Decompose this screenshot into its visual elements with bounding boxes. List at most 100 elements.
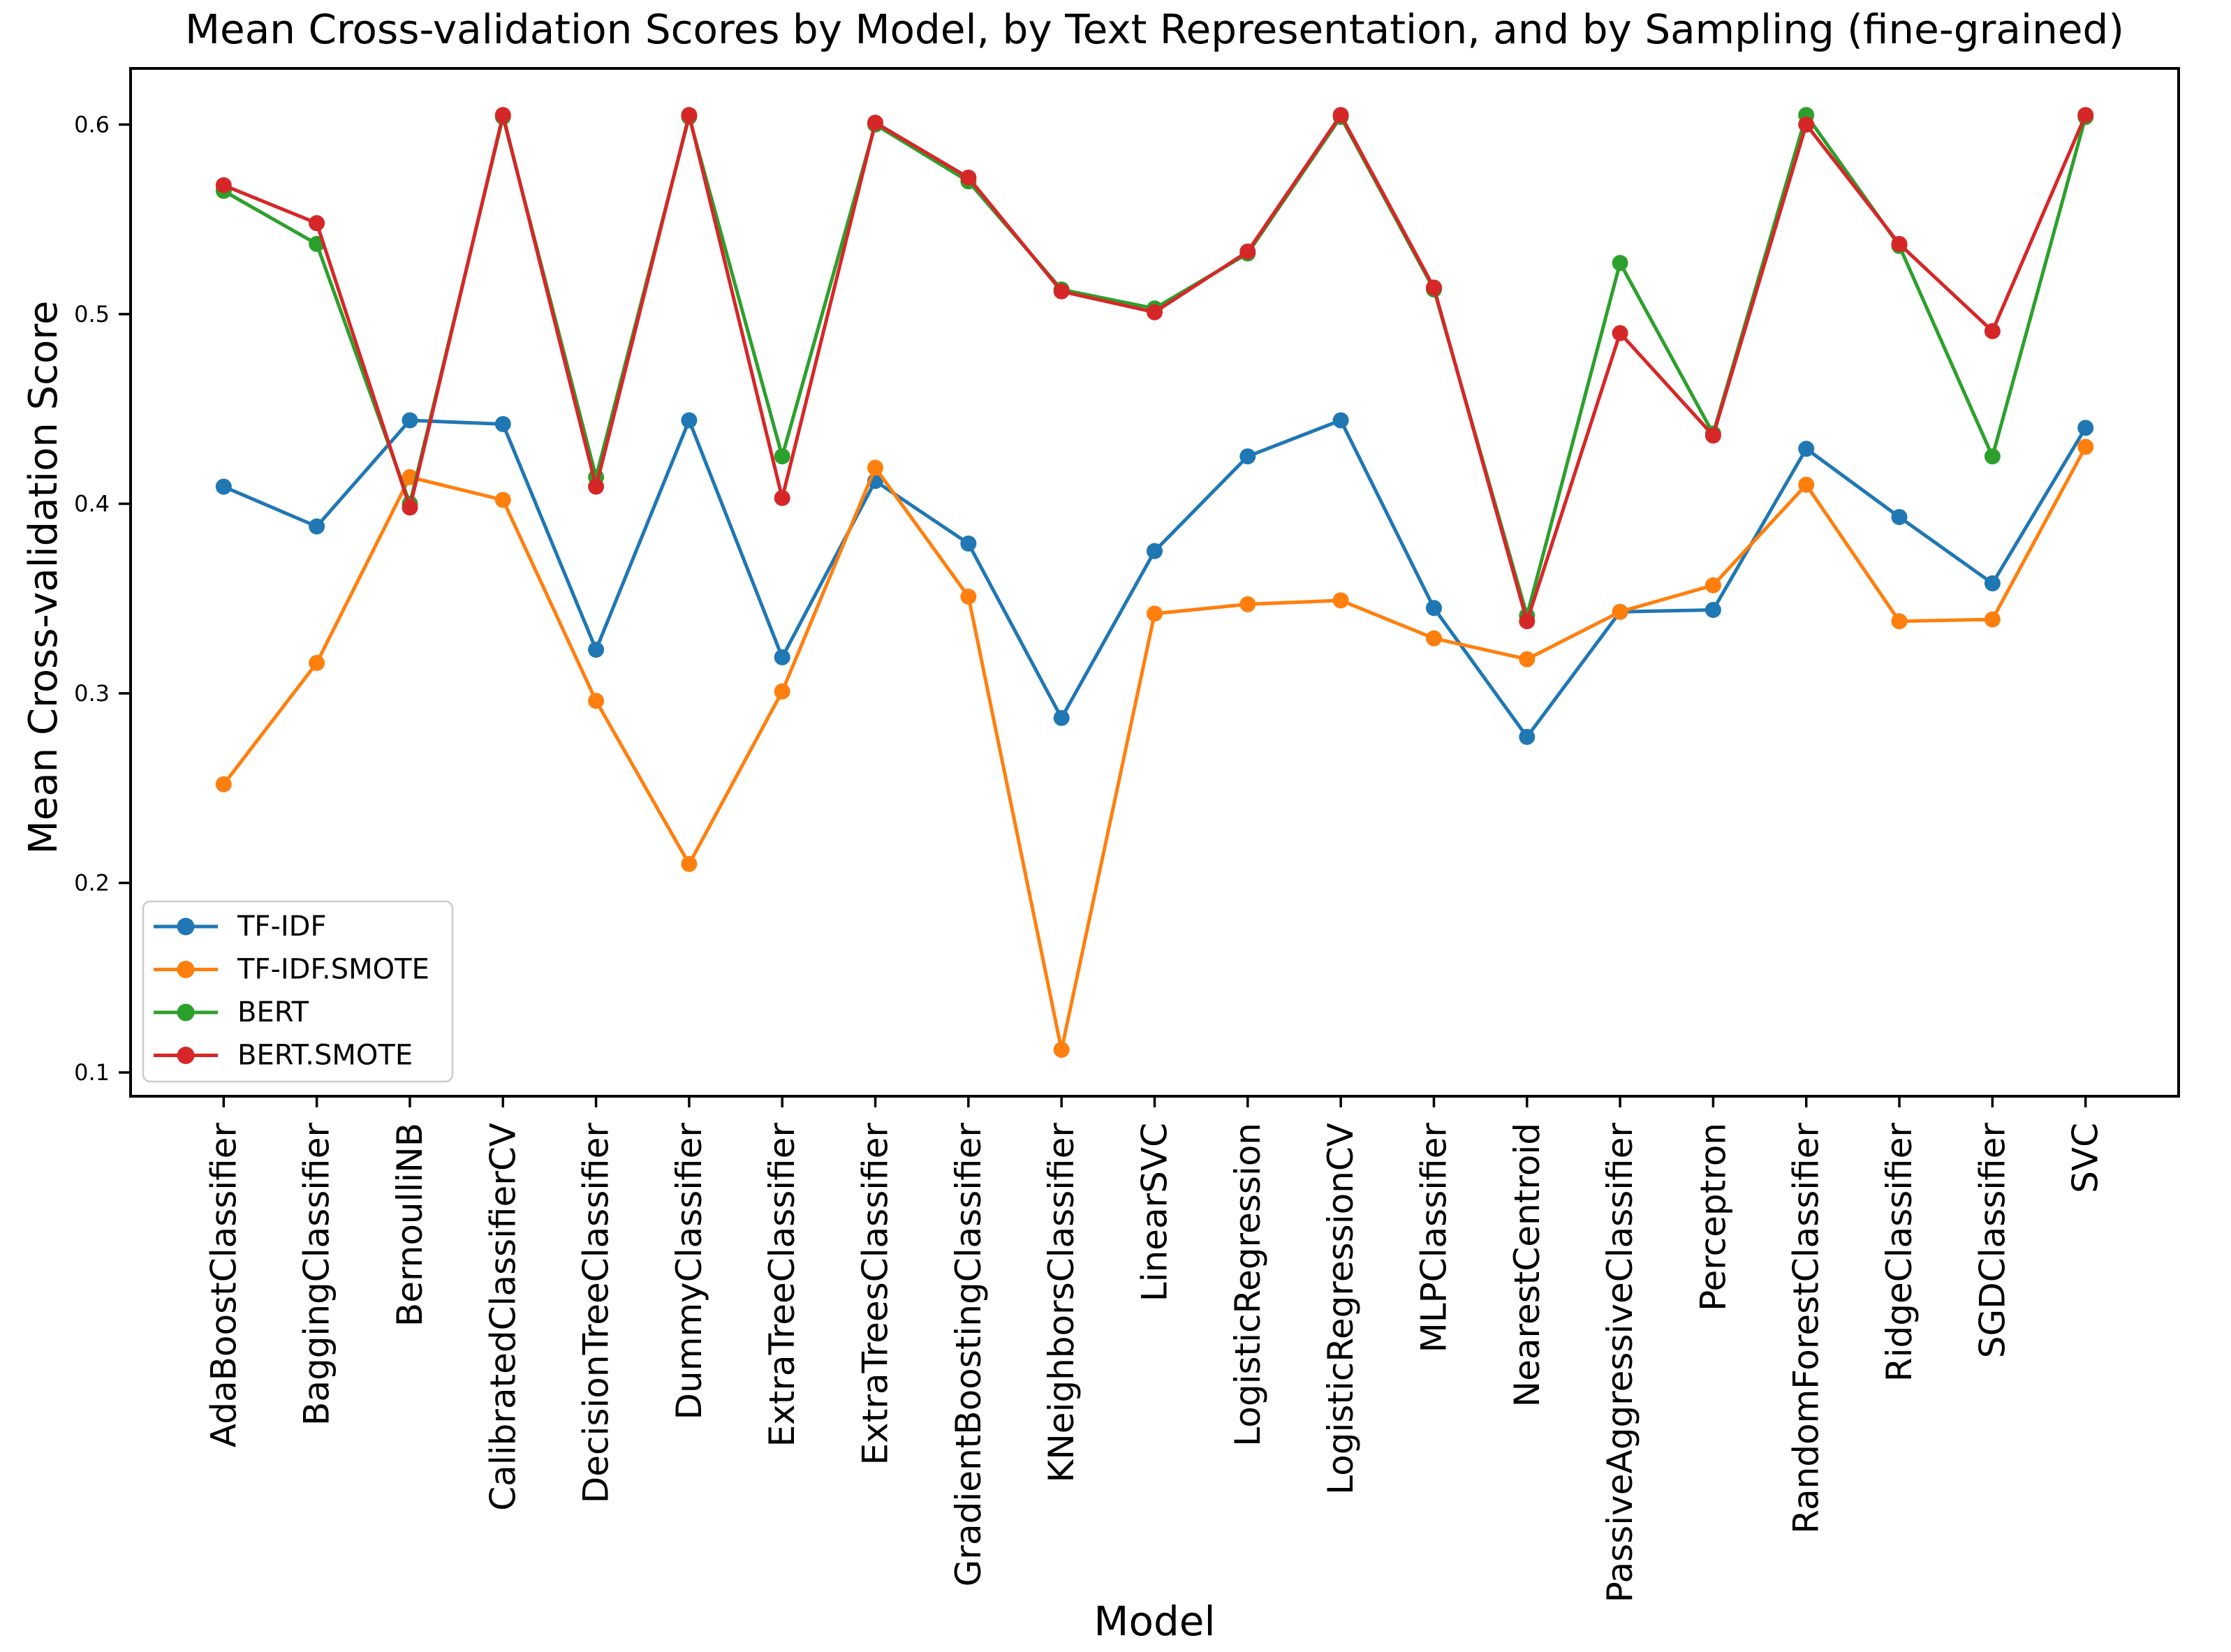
data-point-TF-IDF (588, 642, 605, 658)
series-line-BERT (221, 113, 2088, 618)
data-point-TF-IDF (2077, 420, 2094, 436)
data-point-BERT.SMOTE (1984, 323, 2001, 339)
data-point-BERT.SMOTE (1798, 116, 1815, 133)
data-point-TF-IDF.SMOTE (1519, 651, 1536, 668)
x-tick-label: DummyClassifier (669, 1123, 709, 1420)
data-point-BERT.SMOTE (960, 169, 977, 186)
x-tick-label: PassiveAggressiveClassifier (1600, 1123, 1640, 1603)
data-point-TF-IDF.SMOTE (681, 855, 698, 872)
chart-title: Mean Cross-validation Scores by Model, b… (185, 6, 2124, 53)
data-point-BERT.SMOTE (1426, 279, 1442, 296)
data-point-BERT.SMOTE (867, 115, 883, 131)
data-point-TF-IDF (309, 518, 325, 535)
data-point-TF-IDF (1519, 728, 1536, 745)
data-point-TF-IDF (215, 478, 232, 495)
data-point-TF-IDF.SMOTE (1332, 592, 1349, 609)
data-point-TF-IDF (1891, 509, 1908, 525)
legend-marker-TF-IDF (177, 917, 195, 936)
data-point-TF-IDF.SMOTE (1704, 577, 1721, 593)
legend-marker-BERT.SMOTE (177, 1047, 195, 1064)
data-point-TF-IDF (1798, 441, 1815, 457)
data-point-BERT.SMOTE (681, 107, 698, 124)
data-point-TF-IDF (1332, 412, 1349, 429)
y-tick-label: 0.1 (74, 1059, 110, 1086)
data-point-TF-IDF.SMOTE (1891, 613, 1908, 630)
data-point-TF-IDF.SMOTE (1426, 630, 1442, 647)
data-point-TF-IDF (1426, 600, 1442, 617)
data-point-TF-IDF (1239, 448, 1256, 465)
data-point-TF-IDF (1704, 602, 1721, 618)
x-tick-label: Perceptron (1693, 1123, 1733, 1311)
series-line-TF-IDF.SMOTE (221, 445, 2088, 1052)
x-tick-label: SGDClassifier (1972, 1123, 2012, 1359)
y-tick-label: 0.3 (74, 680, 110, 707)
data-point-TF-IDF (774, 649, 790, 665)
data-point-TF-IDF.SMOTE (867, 459, 883, 476)
data-point-TF-IDF.SMOTE (960, 589, 977, 605)
x-tick-label: LogisticRegressionCV (1320, 1123, 1361, 1495)
data-point-TF-IDF.SMOTE (1798, 476, 1815, 493)
data-point-TF-IDF.SMOTE (2077, 438, 2094, 455)
series-line-TF-IDF (221, 418, 2088, 739)
legend-marker-BERT (177, 1003, 195, 1022)
data-point-BERT (1984, 448, 2001, 465)
legend-label-BERT: BERT (237, 996, 309, 1028)
x-tick-label: MLPClassifier (1413, 1123, 1454, 1353)
x-tick-label: DecisionTreeClassifier (576, 1123, 617, 1504)
data-point-BERT.SMOTE (1891, 235, 1908, 252)
data-point-TF-IDF.SMOTE (774, 683, 790, 700)
data-point-TF-IDF.SMOTE (309, 655, 325, 671)
data-point-TF-IDF.SMOTE (1053, 1042, 1070, 1058)
data-point-BERT.SMOTE (774, 489, 790, 506)
x-axis-label: Model (1094, 1598, 1216, 1645)
data-point-TF-IDF (1053, 709, 1070, 726)
data-point-TF-IDF.SMOTE (1239, 596, 1256, 612)
data-point-TF-IDF.SMOTE (1984, 611, 2001, 628)
y-axis-label: Mean Cross-validation Score (21, 300, 66, 855)
data-point-BERT.SMOTE (1053, 283, 1070, 300)
data-point-BERT.SMOTE (1332, 107, 1349, 124)
data-point-BERT.SMOTE (309, 215, 325, 232)
data-point-TF-IDF.SMOTE (588, 693, 605, 709)
data-point-BERT.SMOTE (1612, 325, 1628, 341)
legend-box (142, 900, 454, 1083)
legend-label-TF-IDF.SMOTE: TF-IDF.SMOTE (237, 954, 429, 986)
data-point-TF-IDF (1147, 543, 1163, 559)
legend-marker-TF-IDF.SMOTE (177, 961, 195, 978)
y-tick-label: 0.2 (74, 870, 110, 897)
x-tick-label: KNeighborsClassifier (1041, 1123, 1082, 1483)
data-point-BERT.SMOTE (2077, 107, 2094, 124)
x-tick-label: NearestCentroid (1507, 1123, 1547, 1407)
x-tick-label: SVC (2066, 1123, 2106, 1193)
data-point-TF-IDF (494, 415, 511, 432)
data-point-BERT.SMOTE (402, 499, 418, 516)
data-point-TF-IDF (960, 536, 977, 552)
x-tick-label: BernoulliNB (390, 1123, 430, 1327)
data-point-BERT.SMOTE (215, 177, 232, 193)
data-point-TF-IDF.SMOTE (494, 492, 511, 508)
data-point-TF-IDF (402, 412, 418, 429)
x-tick-label: RandomForestClassifier (1786, 1123, 1827, 1534)
x-tick-label: BaggingClassifier (297, 1123, 337, 1426)
y-tick-label: 0.5 (74, 301, 110, 327)
x-tick-label: CalibratedClassifierCV (483, 1123, 523, 1511)
data-point-TF-IDF (1984, 575, 2001, 591)
x-tick-label: LinearSVC (1135, 1123, 1175, 1301)
x-tick-label: ExtraTreesClassifier (855, 1123, 896, 1466)
data-point-BERT (774, 448, 790, 465)
x-tick-label: AdaBoostClassifier (203, 1123, 244, 1448)
data-point-TF-IDF (681, 412, 698, 429)
data-point-BERT.SMOTE (1147, 304, 1163, 320)
data-point-TF-IDF.SMOTE (1612, 603, 1628, 620)
data-point-BERT.SMOTE (494, 107, 511, 124)
y-tick-label: 0.6 (74, 111, 110, 138)
x-tick-label: GradientBoostingClassifier (948, 1123, 989, 1587)
data-point-TF-IDF.SMOTE (1147, 605, 1163, 622)
x-tick-label: RidgeClassifier (1879, 1123, 1920, 1382)
legend-label-TF-IDF: TF-IDF (237, 910, 326, 943)
data-point-BERT.SMOTE (588, 478, 605, 495)
data-point-BERT.SMOTE (1239, 243, 1256, 260)
data-point-TF-IDF.SMOTE (215, 776, 232, 792)
